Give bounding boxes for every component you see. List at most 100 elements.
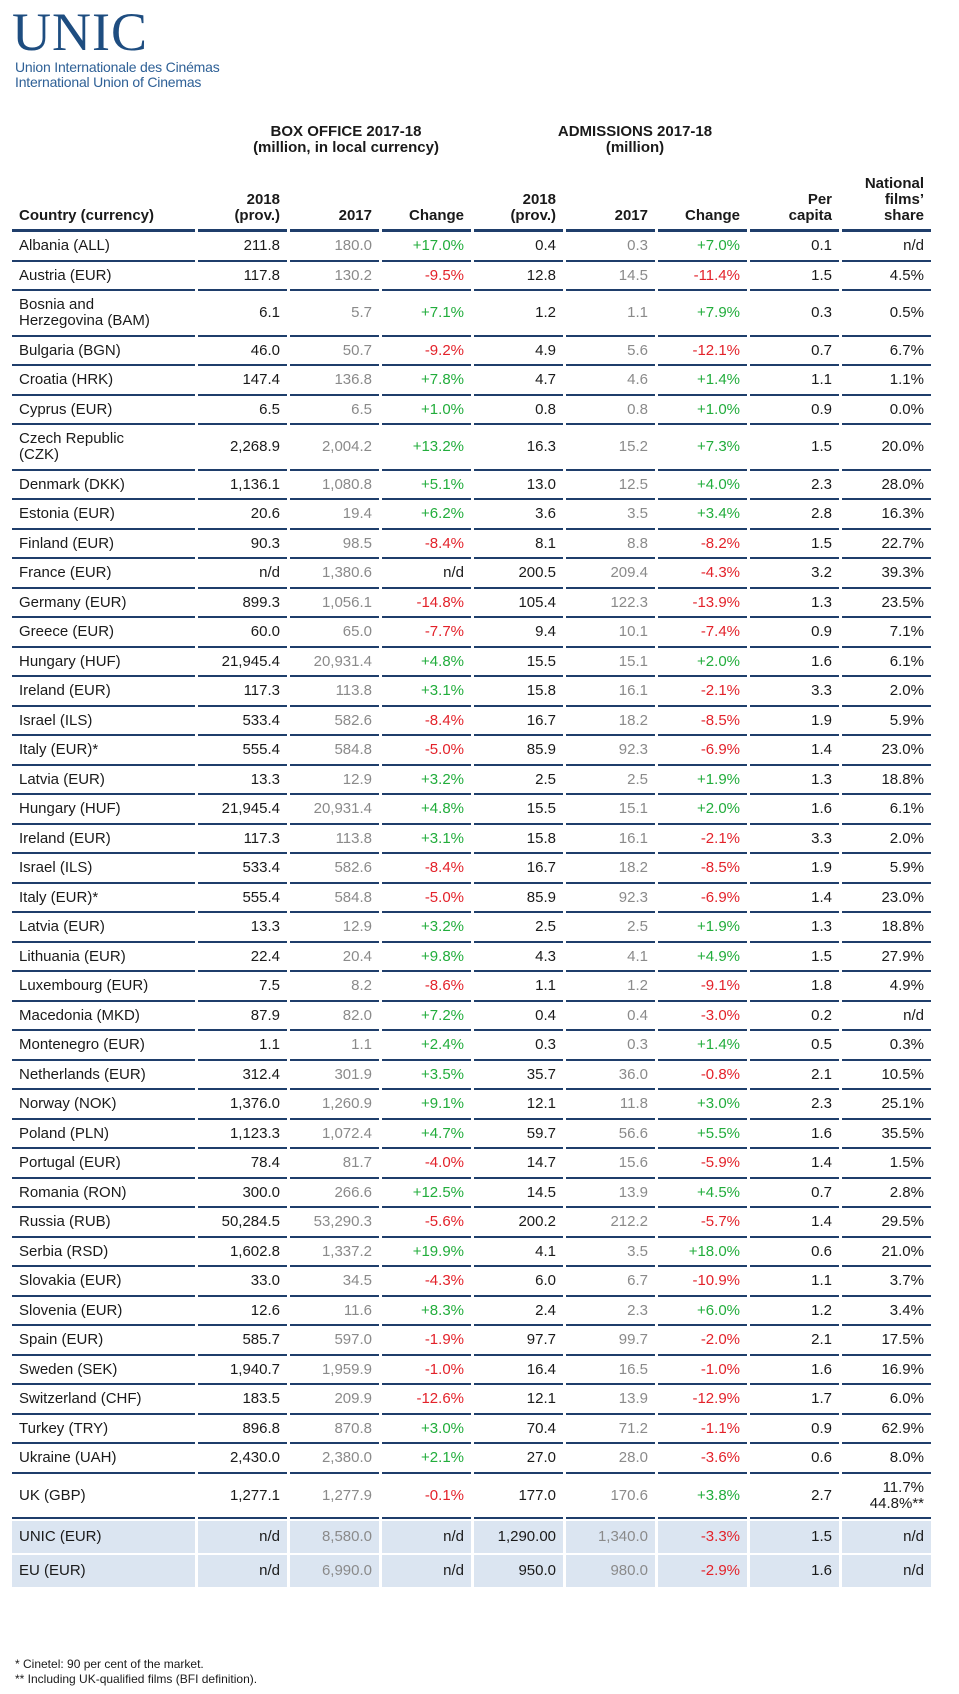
table-row: Norway (NOK) 1,376.0 1,260.9 +9.1% 12.1 11.8 +…: [12, 1090, 931, 1120]
table-row: Finland (EUR) 90.3 98.5 -8.4% 8.1 8.8 -8.2% 1.5…: [12, 530, 931, 560]
value-cell: +9.1%: [382, 1090, 471, 1120]
value-cell: 2.8: [750, 500, 839, 530]
value-cell: n/d: [198, 559, 287, 589]
value-cell: -1.1%: [658, 1415, 747, 1445]
value-cell: 2.5: [566, 766, 655, 796]
value-cell: 3.4%: [842, 1297, 931, 1327]
value-cell: 1.9: [750, 707, 839, 737]
value-cell: 1,602.8: [198, 1238, 287, 1268]
value-cell: 1.2: [566, 972, 655, 1002]
value-cell: 6.7%: [842, 337, 931, 367]
country-cell: Denmark (DKK): [12, 471, 195, 501]
country-cell: Switzerland (CHF): [12, 1385, 195, 1415]
country-cell: Macedonia (MKD): [12, 1002, 195, 1032]
value-cell: 4.9: [474, 337, 563, 367]
spacer-cell: [842, 1519, 931, 1522]
spacer-cell: [290, 1519, 379, 1522]
value-cell: 209.4: [566, 559, 655, 589]
table-row: Hungary (HUF) 21,945.4 20,931.4 +4.8% 15.5 15…: [12, 795, 931, 825]
value-cell: 21,945.4: [198, 648, 287, 678]
value-cell: -3.6%: [658, 1444, 747, 1474]
value-cell: 12.8: [474, 262, 563, 292]
spacer-cell: [198, 1519, 287, 1522]
country-cell: Albania (ALL): [12, 232, 195, 262]
value-cell: 209.9: [290, 1385, 379, 1415]
value-cell: 92.3: [566, 884, 655, 914]
value-cell: 0.4: [474, 1002, 563, 1032]
value-cell: 0.3%: [842, 1031, 931, 1061]
spacer-cell: [474, 1553, 563, 1556]
value-cell: 1,380.6: [290, 559, 379, 589]
value-cell: 13.3: [198, 913, 287, 943]
value-cell: 5.6: [566, 337, 655, 367]
country-cell: Slovakia (EUR): [12, 1267, 195, 1297]
country-cell: France (EUR): [12, 559, 195, 589]
value-cell: 8,580.0: [290, 1521, 379, 1554]
column-header: Change: [382, 170, 471, 233]
value-cell: 35.7: [474, 1061, 563, 1091]
value-cell: 12.9: [290, 913, 379, 943]
value-cell: 59.7: [474, 1120, 563, 1150]
value-cell: 2.5: [474, 766, 563, 796]
value-cell: -13.9%: [658, 589, 747, 619]
data-table: BOX OFFICE 2017-18 (million, in local cu…: [9, 118, 934, 1588]
value-cell: 12.1: [474, 1090, 563, 1120]
value-cell: 266.6: [290, 1179, 379, 1209]
value-cell: +3.0%: [658, 1090, 747, 1120]
value-cell: 1.5: [750, 262, 839, 292]
value-cell: +7.8%: [382, 366, 471, 396]
value-cell: 71.2: [566, 1415, 655, 1445]
logo-subtitle: Union Internationale des Cinémas: [15, 59, 220, 75]
value-cell: +9.8%: [382, 943, 471, 973]
value-cell: +1.9%: [658, 913, 747, 943]
value-cell: 16.3%: [842, 500, 931, 530]
country-cell: Netherlands (EUR): [12, 1061, 195, 1091]
value-cell: +7.3%: [658, 425, 747, 471]
country-cell: Italy (EUR)*: [12, 736, 195, 766]
value-cell: 70.4: [474, 1415, 563, 1445]
total-row: EU (EUR) n/d 6,990.0 n/d 950.0 980.0 -2.9% 1.6 n…: [12, 1555, 931, 1588]
value-cell: 0.6: [750, 1444, 839, 1474]
value-cell: +6.2%: [382, 500, 471, 530]
table-row: Hungary (HUF) 21,945.4 20,931.4 +4.8% 15.5 15…: [12, 648, 931, 678]
value-cell: 2.4: [474, 1297, 563, 1327]
value-cell: 0.3: [750, 291, 839, 337]
value-cell: 15.8: [474, 677, 563, 707]
value-cell: 2.1: [750, 1326, 839, 1356]
value-cell: +7.2%: [382, 1002, 471, 1032]
value-cell: 0.9: [750, 618, 839, 648]
value-cell: -1.0%: [382, 1356, 471, 1386]
value-cell: +1.0%: [382, 396, 471, 426]
value-cell: 98.5: [290, 530, 379, 560]
value-cell: +13.2%: [382, 425, 471, 471]
value-cell: 3.6: [474, 500, 563, 530]
country-cell: Lithuania (EUR): [12, 943, 195, 973]
value-cell: 4.1: [474, 1238, 563, 1268]
value-cell: 170.6: [566, 1474, 655, 1520]
country-cell: Romania (RON): [12, 1179, 195, 1209]
table-row: Montenegro (EUR) 1.1 1.1 +2.4% 0.3 0.3 +1.4% 0.…: [12, 1031, 931, 1061]
value-cell: 15.1: [566, 795, 655, 825]
country-cell: Greece (EUR): [12, 618, 195, 648]
country-cell: Ukraine (UAH): [12, 1444, 195, 1474]
value-cell: -8.4%: [382, 707, 471, 737]
value-cell: 13.9: [566, 1179, 655, 1209]
table-row: Czech Republic (CZK) 2,268.9 2,004.2 +13.2%…: [12, 425, 931, 471]
value-cell: +17.0%: [382, 232, 471, 262]
value-cell: 1.4: [750, 884, 839, 914]
value-cell: 85.9: [474, 736, 563, 766]
value-cell: +5.5%: [658, 1120, 747, 1150]
value-cell: 5.7: [290, 291, 379, 337]
value-cell: 11.8: [566, 1090, 655, 1120]
value-cell: 15.5: [474, 648, 563, 678]
group-header: BOX OFFICE 2017-18 (million, in local cu…: [253, 122, 439, 156]
country-cell: Spain (EUR): [12, 1326, 195, 1356]
value-cell: 0.8: [566, 396, 655, 426]
value-cell: 0.2: [750, 1002, 839, 1032]
value-cell: -0.1%: [382, 1474, 471, 1520]
value-cell: 0.5: [750, 1031, 839, 1061]
spacer-cell: [12, 1519, 195, 1522]
value-cell: 1.7: [750, 1385, 839, 1415]
value-cell: 4.7: [474, 366, 563, 396]
value-cell: 0.8: [474, 396, 563, 426]
